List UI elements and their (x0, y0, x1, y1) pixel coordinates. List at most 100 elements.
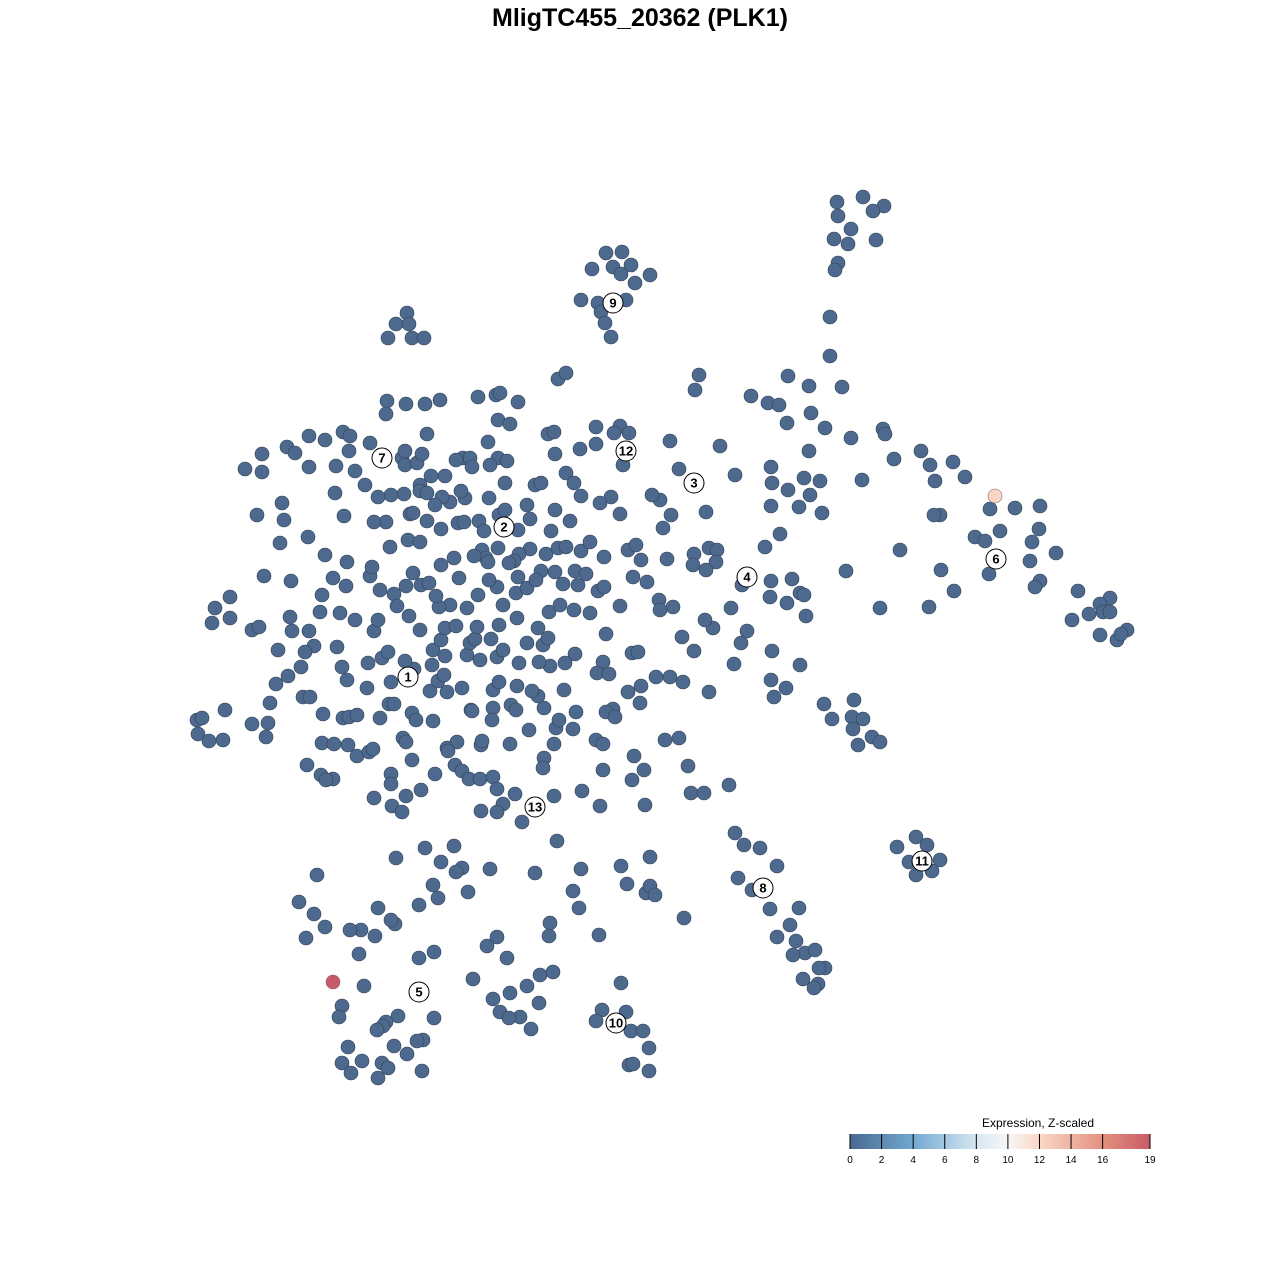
data-point (367, 928, 383, 944)
cluster-label-text: 6 (992, 552, 999, 567)
data-point (712, 438, 728, 454)
cluster-label-text: 8 (759, 881, 766, 896)
cluster-label-text: 1 (404, 670, 411, 685)
cluster-label-badge (408, 981, 430, 1003)
cluster-label-2: 2 (493, 516, 515, 538)
cluster-label-text: 5 (415, 985, 422, 1000)
data-point (807, 942, 823, 958)
data-point (630, 644, 646, 660)
data-point (480, 554, 496, 570)
data-point (272, 535, 288, 551)
data-point (519, 635, 535, 651)
data-point (302, 689, 318, 705)
data-point (436, 667, 452, 683)
data-point (417, 840, 433, 856)
data-point (570, 577, 586, 593)
data-point (665, 599, 681, 615)
data-point (453, 483, 469, 499)
data-point (533, 475, 549, 491)
data-point (405, 565, 421, 581)
data-point (982, 501, 998, 517)
data-point (306, 906, 322, 922)
data-point (416, 330, 432, 346)
data-point (763, 573, 779, 589)
data-point (201, 733, 217, 749)
data-point (491, 674, 507, 690)
data-point (433, 854, 449, 870)
data-point (779, 415, 795, 431)
data-point (780, 368, 796, 384)
data-point (840, 236, 856, 252)
data-point (522, 511, 538, 527)
data-point (757, 539, 773, 555)
data-point (591, 927, 607, 943)
data-point (696, 785, 712, 801)
data-point (397, 443, 413, 459)
data-point (628, 537, 644, 553)
data-point (258, 729, 274, 745)
data-point (727, 825, 743, 841)
data-point (422, 683, 438, 699)
cluster-label-badge (605, 1012, 627, 1034)
data-point (644, 487, 660, 503)
data-point (566, 475, 582, 491)
data-point (256, 568, 272, 584)
data-point (913, 443, 929, 459)
data-point (370, 1070, 386, 1086)
data-point (601, 666, 617, 682)
cluster-label-badge (615, 440, 637, 462)
legend-tick-label: 12 (1034, 1155, 1046, 1166)
data-point (409, 1033, 425, 1049)
data-point (691, 367, 707, 383)
cluster-label-11: 11 (911, 850, 933, 872)
data-point (414, 1063, 430, 1079)
data-point (927, 473, 943, 489)
data-point (341, 443, 357, 459)
data-point (464, 703, 480, 719)
data-point (510, 569, 526, 585)
data-point (838, 563, 854, 579)
data-point (398, 396, 414, 412)
data-point (433, 557, 449, 573)
data-point (383, 912, 399, 928)
data-point (489, 929, 505, 945)
data-point (613, 858, 629, 874)
legend-tick-label: 6 (942, 1155, 948, 1166)
data-point (413, 782, 429, 798)
data-point (528, 572, 544, 588)
cluster-label-text: 13 (528, 800, 542, 815)
data-point (380, 330, 396, 346)
data-point (687, 382, 703, 398)
data-point (291, 894, 307, 910)
data-point (476, 523, 492, 539)
cluster-label-12: 12 (615, 440, 637, 462)
data-point (378, 406, 394, 422)
data-point (222, 610, 238, 626)
data-point (397, 653, 413, 669)
data-point (827, 262, 843, 278)
data-point (865, 203, 881, 219)
cluster-label-5: 5 (408, 981, 430, 1003)
data-point (342, 922, 358, 938)
data-point (466, 548, 482, 564)
data-point (830, 208, 846, 224)
data-point (327, 485, 343, 501)
data-point (932, 852, 948, 868)
data-point (370, 612, 386, 628)
data-point (347, 463, 363, 479)
data-point (557, 655, 573, 671)
data-point (791, 900, 807, 916)
data-point (472, 771, 488, 787)
data-point (584, 261, 600, 277)
data-point (470, 389, 486, 405)
data-point (509, 610, 525, 626)
data-point (417, 396, 433, 412)
cluster-label-10: 10 (605, 1012, 627, 1034)
data-point (356, 978, 372, 994)
data-point (362, 435, 378, 451)
data-point (268, 676, 284, 692)
data-point (798, 608, 814, 624)
data-point (543, 523, 559, 539)
data-point (612, 598, 628, 614)
data-point (854, 472, 870, 488)
